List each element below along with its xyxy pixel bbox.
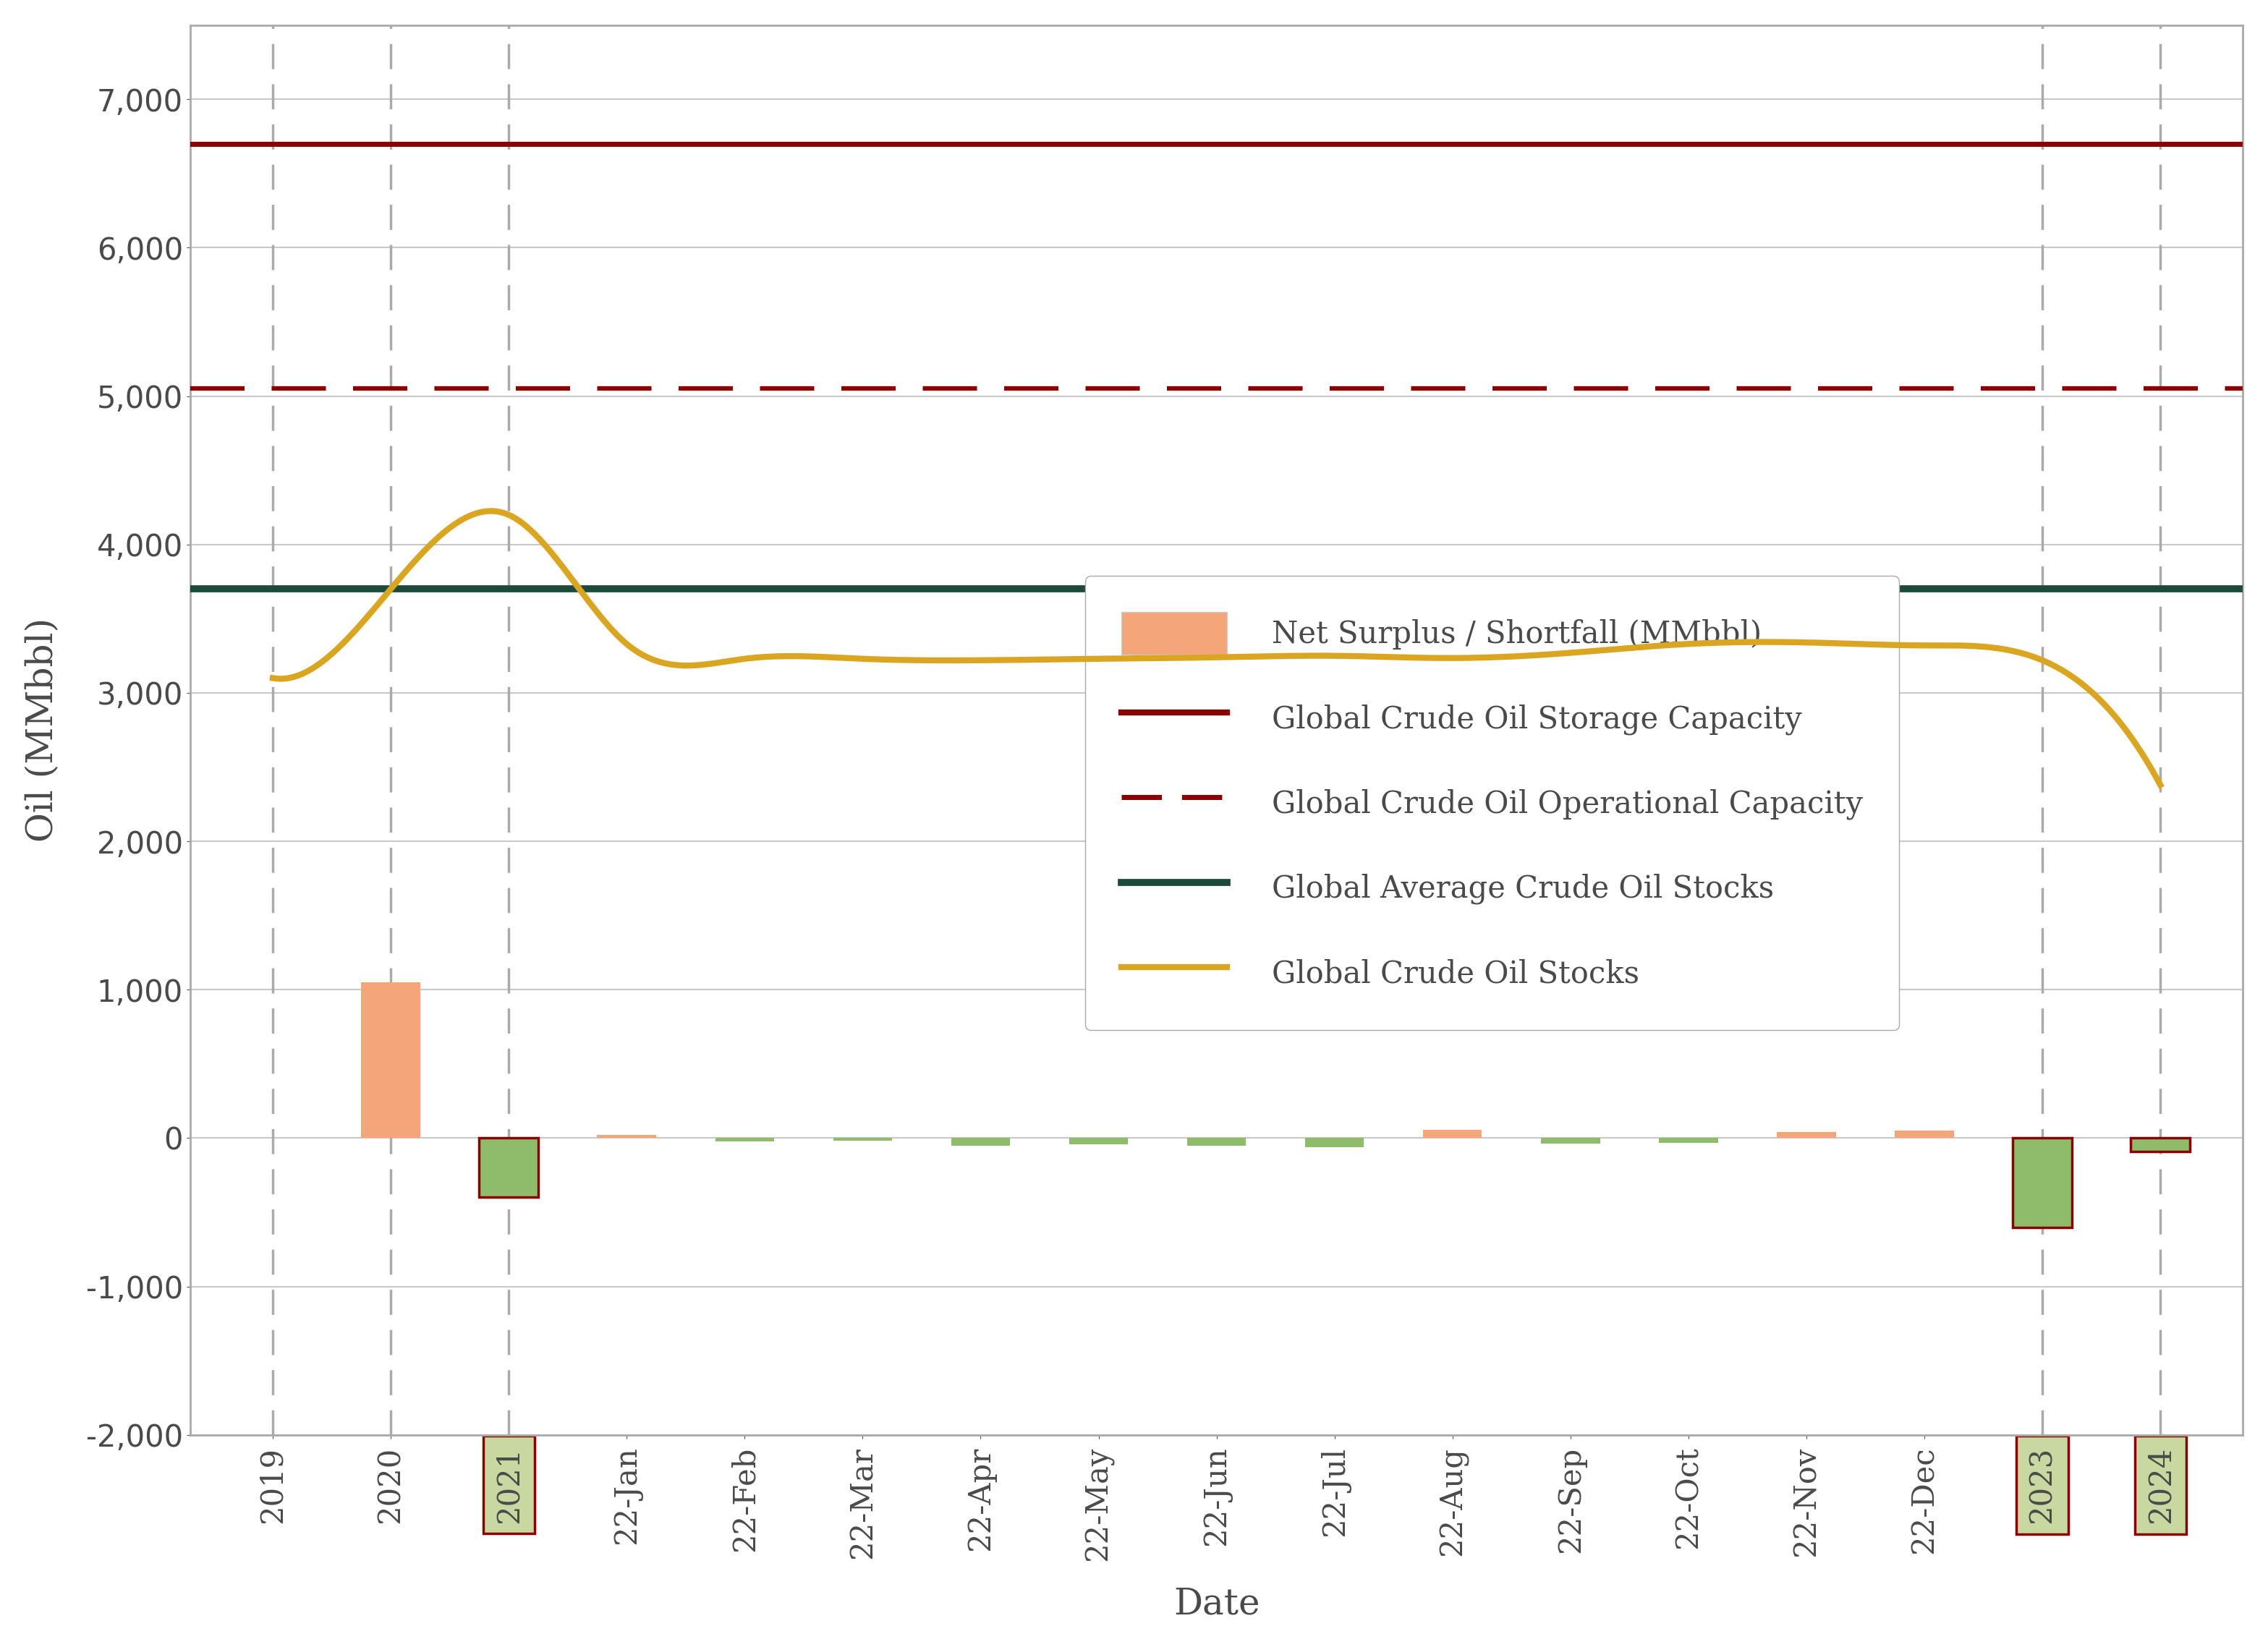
Bar	[1776, 1131, 1835, 1138]
Bar	[1540, 1138, 1599, 1143]
X-axis label: Date: Date	[1173, 1586, 1259, 1622]
Bar	[1304, 1138, 1363, 1146]
Bar	[1422, 1130, 1481, 1138]
Bar	[950, 1138, 1009, 1146]
Bar	[596, 1135, 655, 1138]
Bar	[1894, 1131, 1953, 1138]
Bar	[2132, 1138, 2191, 1151]
Bar	[1186, 1138, 1245, 1146]
Bar	[832, 1138, 891, 1140]
Bar	[2012, 1138, 2073, 1227]
Legend: Net Surplus / Shortfall (MMbbl), Global Crude Oil Storage Capacity, Global Crude: Net Surplus / Shortfall (MMbbl), Global …	[1086, 576, 1898, 1031]
Bar	[361, 982, 420, 1138]
Y-axis label: Oil (MMbbl): Oil (MMbbl)	[25, 618, 61, 842]
Bar	[714, 1138, 773, 1141]
Bar	[479, 1138, 538, 1197]
Bar	[1068, 1138, 1127, 1145]
Bar	[1658, 1138, 1717, 1143]
